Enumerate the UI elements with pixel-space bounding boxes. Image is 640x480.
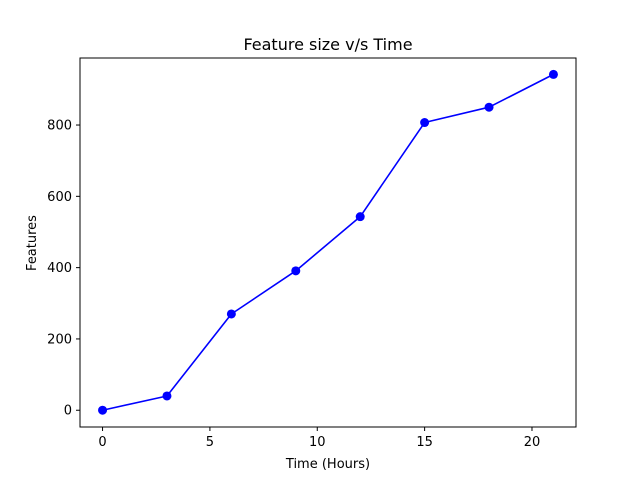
data-point [162,391,172,401]
x-tick-label: 0 [98,435,106,450]
x-tick-label: 15 [416,435,433,450]
data-point [98,405,108,415]
y-tick-label: 200 [47,332,72,347]
data-point [548,69,558,79]
series-line [102,73,554,412]
y-tick-label: 800 [47,119,72,134]
x-axis-ticks: 0 5 10 15 20 [98,427,540,450]
data-point [291,266,301,276]
data-point [226,309,236,319]
x-axis-label: Time (Hours) [285,457,370,472]
data-point [484,102,494,112]
x-tick-label: 5 [206,435,214,450]
y-tick-label: 600 [47,190,72,205]
y-tick-label: 0 [64,404,72,419]
y-axis-ticks: 0 200 400 600 800 [47,119,80,419]
chart-title: Feature size v/s Time [243,35,412,54]
x-tick-label: 10 [309,435,326,450]
y-axis-label: Features [25,215,40,271]
plot-area-frame [79,57,577,428]
series-layer [98,69,558,415]
x-tick-label: 20 [524,435,541,450]
data-point [420,118,430,128]
y-tick-label: 400 [47,261,72,276]
data-point [355,212,365,222]
